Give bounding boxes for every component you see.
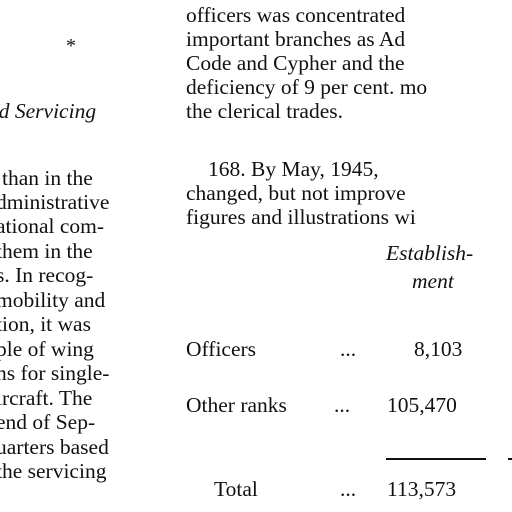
table-row-other-ranks-dots: ... (334, 393, 351, 417)
left-line-2: dministrative (0, 190, 110, 214)
left-line-8: ple of wing (0, 337, 94, 361)
table-row-other-ranks-value: 105,470 (387, 393, 457, 417)
left-line-7: tion, it was (0, 312, 91, 336)
table-total-dots: ... (340, 477, 357, 501)
right-line-4: deficiency of 9 per cent. mo (186, 75, 428, 99)
left-line-1: than in the (2, 166, 93, 190)
right-line-5: the clerical trades. (186, 99, 343, 123)
section-heading: nd Servicing (0, 99, 97, 123)
left-line-12: uarters based (0, 435, 109, 459)
para-168-line-1: 168. By May, 1945, (208, 157, 379, 181)
right-line-2: important branches as Ad (186, 27, 406, 51)
para-168-line-2: changed, but not improve (186, 181, 406, 205)
table-col-header-line2: ment (412, 269, 454, 293)
section-divider-star: * (66, 35, 76, 57)
right-line-3: Code and Cypher and the (186, 51, 405, 75)
table-row-officers-dots: ... (340, 337, 357, 361)
table-row-officers-label: Officers (186, 337, 257, 361)
table-total-value: 113,573 (387, 477, 457, 501)
left-line-9: ns for single- (0, 361, 110, 385)
table-row-other-ranks-label: Other ranks (186, 393, 287, 417)
left-line-13: the servicing (0, 459, 107, 483)
left-line-10: ircraft. The (0, 386, 93, 410)
left-line-3: ational com- (0, 214, 105, 238)
table-total-rule (386, 458, 486, 460)
left-line-4: them in the (0, 239, 93, 263)
right-line-1: officers was concentrated (186, 3, 406, 27)
left-line-6: mobility and (0, 288, 106, 312)
left-line-11: end of Sep- (0, 410, 96, 434)
table-total-label: Total (214, 477, 258, 501)
table-row-officers-value: 8,103 (414, 337, 463, 361)
table-col-header-line1: Establish- (386, 241, 474, 265)
left-line-5: s. In recog- (0, 263, 94, 287)
para-168-line-3: figures and illustrations wi (186, 205, 416, 229)
table-total-rule-next-col (508, 458, 512, 460)
